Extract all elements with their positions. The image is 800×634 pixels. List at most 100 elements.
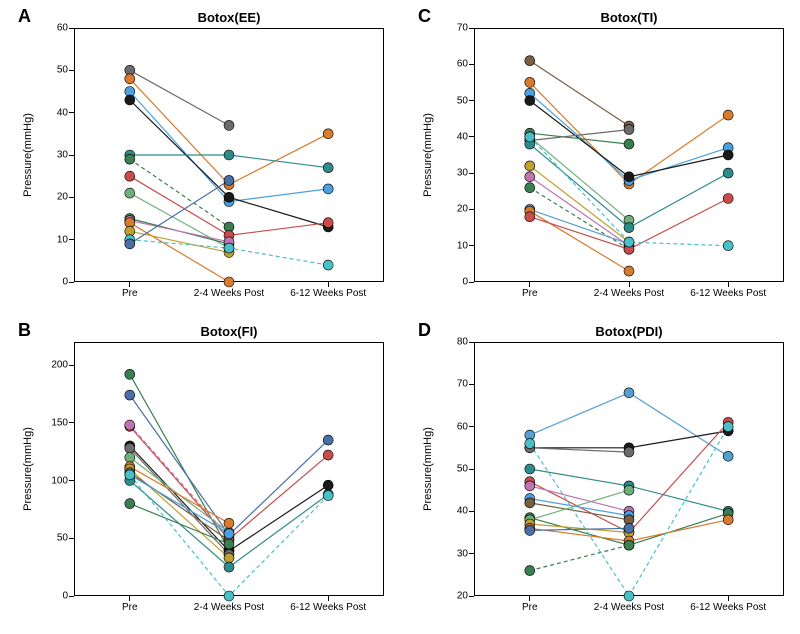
data-point bbox=[525, 77, 535, 87]
data-point bbox=[624, 266, 634, 276]
x-tick-label: 6-12 Weeks Post bbox=[290, 288, 366, 299]
x-tick bbox=[629, 282, 630, 287]
data-point bbox=[125, 74, 135, 84]
series-line bbox=[530, 188, 629, 250]
series-line bbox=[130, 425, 229, 537]
y-tick-label: 60 bbox=[457, 421, 468, 432]
data-point bbox=[125, 420, 135, 430]
data-point bbox=[125, 239, 135, 249]
data-point bbox=[125, 390, 135, 400]
data-point bbox=[323, 184, 333, 194]
series-line bbox=[130, 395, 328, 535]
data-point bbox=[624, 125, 634, 135]
y-tick-label: 40 bbox=[457, 131, 468, 142]
data-point bbox=[525, 212, 535, 222]
plot-area bbox=[474, 342, 784, 596]
data-point bbox=[323, 163, 333, 173]
data-point bbox=[323, 129, 333, 139]
panel-c: Botox(TI)Pressure(mmHg)010203040506070Pr… bbox=[474, 28, 784, 282]
data-point bbox=[125, 154, 135, 164]
y-tick-label: 60 bbox=[57, 23, 68, 34]
series-line bbox=[130, 180, 229, 244]
y-tick-label: 20 bbox=[457, 204, 468, 215]
y-tick-label: 0 bbox=[62, 277, 68, 288]
data-point bbox=[323, 260, 333, 270]
data-point bbox=[323, 435, 333, 445]
plot-area bbox=[74, 28, 384, 282]
panel-title: Botox(FI) bbox=[74, 324, 384, 339]
y-tick-label: 10 bbox=[57, 234, 68, 245]
data-point bbox=[624, 447, 634, 457]
series-line bbox=[530, 166, 629, 242]
x-tick bbox=[529, 596, 530, 601]
data-point bbox=[323, 480, 333, 490]
plot-area bbox=[74, 342, 384, 596]
panel-letter-c: C bbox=[418, 6, 431, 27]
series-line bbox=[530, 177, 629, 246]
x-tick bbox=[328, 596, 329, 601]
data-point bbox=[525, 566, 535, 576]
data-point bbox=[624, 237, 634, 247]
x-tick-label: Pre bbox=[122, 288, 138, 299]
data-point bbox=[224, 243, 234, 253]
x-tick-label: 2-4 Weeks Post bbox=[594, 288, 664, 299]
y-axis-label: Pressure(mmHg) bbox=[22, 113, 34, 197]
data-point bbox=[525, 525, 535, 535]
data-point bbox=[525, 172, 535, 182]
y-tick-label: 80 bbox=[457, 337, 468, 348]
data-point bbox=[723, 515, 733, 525]
y-axis-label: Pressure(mmHg) bbox=[422, 113, 434, 197]
y-tick-label: 50 bbox=[457, 95, 468, 106]
data-point bbox=[224, 120, 234, 130]
series-line bbox=[530, 448, 629, 452]
data-point bbox=[723, 168, 733, 178]
data-point bbox=[525, 481, 535, 491]
y-tick-label: 200 bbox=[51, 360, 68, 371]
data-point bbox=[323, 450, 333, 460]
panel-title: Botox(PDI) bbox=[474, 324, 784, 339]
panel-title: Botox(TI) bbox=[474, 10, 784, 25]
x-tick-label: Pre bbox=[122, 602, 138, 613]
data-point bbox=[224, 175, 234, 185]
y-tick-label: 70 bbox=[457, 23, 468, 34]
data-point bbox=[125, 369, 135, 379]
plot-area bbox=[474, 28, 784, 282]
data-point bbox=[525, 439, 535, 449]
series-line bbox=[130, 70, 229, 125]
panel-letter-b: B bbox=[18, 320, 31, 341]
y-tick-label: 40 bbox=[57, 107, 68, 118]
data-point bbox=[125, 443, 135, 453]
x-tick bbox=[728, 596, 729, 601]
data-point bbox=[125, 188, 135, 198]
x-tick-label: 2-4 Weeks Post bbox=[594, 602, 664, 613]
data-point bbox=[723, 194, 733, 204]
y-tick-label: 30 bbox=[457, 168, 468, 179]
x-tick-label: 6-12 Weeks Post bbox=[690, 602, 766, 613]
x-tick-label: 6-12 Weeks Post bbox=[690, 288, 766, 299]
data-point bbox=[525, 56, 535, 66]
series-line bbox=[130, 79, 328, 185]
data-point bbox=[125, 453, 135, 463]
y-axis-label: Pressure(mmHg) bbox=[422, 427, 434, 511]
y-tick-label: 150 bbox=[51, 417, 68, 428]
data-point bbox=[624, 591, 634, 601]
data-point bbox=[723, 422, 733, 432]
y-tick-label: 30 bbox=[57, 150, 68, 161]
data-point bbox=[125, 470, 135, 480]
y-axis-label: Pressure(mmHg) bbox=[22, 427, 34, 511]
series-line bbox=[130, 467, 229, 524]
panel-d: Botox(PDI)Pressure(mmHg)20304050607080Pr… bbox=[474, 342, 784, 596]
x-tick bbox=[328, 282, 329, 287]
y-tick-label: 50 bbox=[57, 533, 68, 544]
y-tick-label: 20 bbox=[457, 591, 468, 602]
data-point bbox=[525, 183, 535, 193]
data-point bbox=[224, 150, 234, 160]
data-point bbox=[125, 499, 135, 509]
panel-b: Botox(FI)Pressure(mmHg)050100150200Pre2-… bbox=[74, 342, 384, 596]
series-line bbox=[530, 545, 629, 570]
data-point bbox=[224, 591, 234, 601]
data-point bbox=[525, 464, 535, 474]
x-tick-label: 6-12 Weeks Post bbox=[290, 602, 366, 613]
data-point bbox=[525, 498, 535, 508]
data-point bbox=[125, 95, 135, 105]
